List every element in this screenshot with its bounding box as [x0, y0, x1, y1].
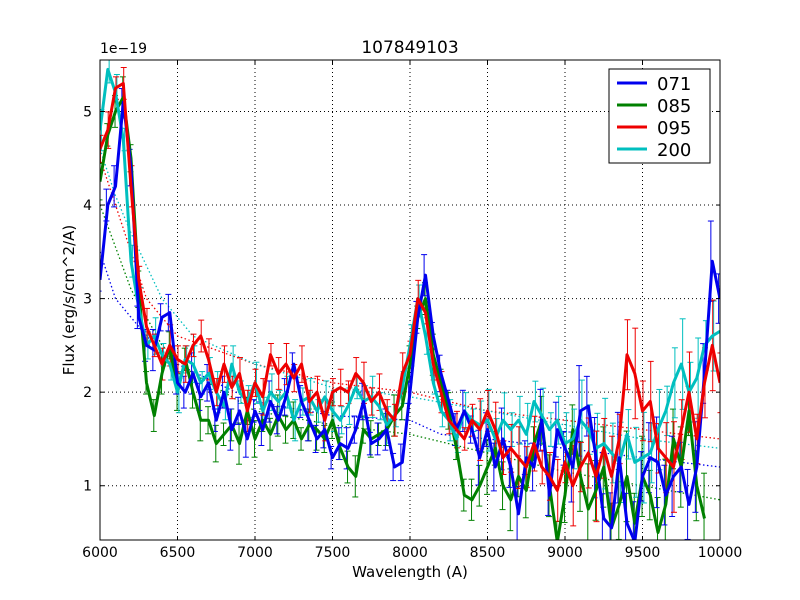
y-tick-label: 2 — [83, 385, 92, 401]
legend-label-095: 095 — [657, 118, 691, 139]
legend-label-085: 085 — [657, 96, 691, 117]
x-tick-label: 6000 — [82, 545, 118, 561]
x-tick-label: 8500 — [470, 545, 506, 561]
x-tick-label: 9000 — [547, 545, 583, 561]
x-tick-label: 8000 — [392, 545, 428, 561]
x-tick-label: 9500 — [625, 545, 661, 561]
chart-title: 107849103 — [361, 38, 458, 58]
y-tick-label: 4 — [83, 198, 92, 214]
x-tick-label: 7500 — [315, 545, 351, 561]
y-axis-label: Flux (erg/s/cm^2/A) — [60, 225, 78, 376]
y-tick-label: 3 — [83, 292, 92, 308]
x-tick-label: 6500 — [160, 545, 196, 561]
series-layer — [100, 67, 720, 540]
series-line-095 — [100, 81, 720, 492]
x-axis-label: Wavelength (A) — [352, 563, 468, 581]
y-tick-label: 1 — [83, 479, 92, 495]
series-line-085 — [100, 95, 706, 540]
continuum-085 — [100, 204, 720, 501]
x-tick-label: 7000 — [237, 545, 273, 561]
legend-label-071: 071 — [657, 74, 691, 95]
legend-box — [608, 68, 711, 164]
x-tick-label: 10000 — [698, 545, 743, 561]
y-tick-label: 5 — [83, 104, 92, 120]
x-axis: 6000 6500 7000 7500 8000 8500 9000 9500 10000 — [82, 60, 742, 561]
y-offset-label: 1e−19 — [100, 41, 147, 57]
series-line-071 — [100, 100, 720, 540]
legend-label-200: 200 — [657, 140, 691, 161]
y-axis: 1 2 3 4 5 — [83, 104, 720, 495]
